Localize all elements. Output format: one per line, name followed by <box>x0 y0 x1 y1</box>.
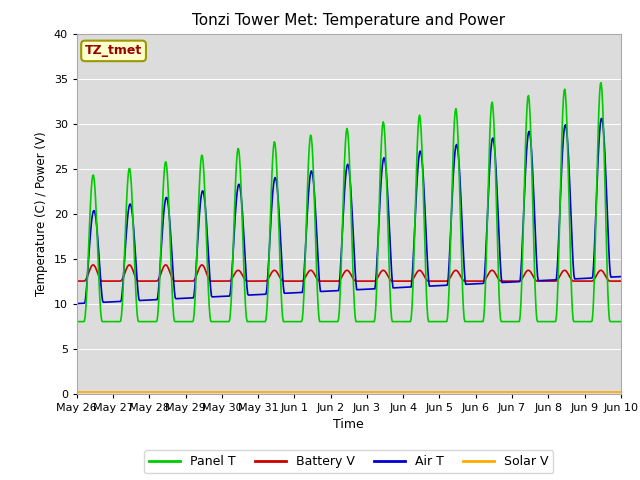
Battery V <box>617 278 625 284</box>
Battery V <box>223 278 231 284</box>
Air T <box>223 293 230 299</box>
Text: TZ_tmet: TZ_tmet <box>85 44 142 58</box>
Air T <box>431 283 438 288</box>
Solar V <box>73 389 81 395</box>
Y-axis label: Temperature (C) / Power (V): Temperature (C) / Power (V) <box>35 132 48 296</box>
Battery V <box>83 275 90 281</box>
X-axis label: Time: Time <box>333 418 364 431</box>
Air T <box>598 116 605 121</box>
Air T <box>139 298 147 303</box>
Battery V <box>431 278 439 284</box>
Panel T <box>415 116 422 121</box>
Solar V <box>194 389 202 395</box>
Title: Tonzi Tower Met: Temperature and Power: Tonzi Tower Met: Temperature and Power <box>192 13 506 28</box>
Battery V <box>198 262 205 268</box>
Solar V <box>223 389 230 395</box>
Panel T <box>223 319 230 324</box>
Line: Air T: Air T <box>77 119 621 303</box>
Air T <box>83 284 90 290</box>
Battery V <box>194 269 202 275</box>
Line: Battery V: Battery V <box>77 265 621 281</box>
Air T <box>415 155 422 161</box>
Panel T <box>431 319 438 324</box>
Battery V <box>416 267 424 273</box>
Air T <box>194 236 202 241</box>
Solar V <box>139 389 147 395</box>
Solar V <box>83 389 90 395</box>
Line: Panel T: Panel T <box>77 83 621 322</box>
Solar V <box>431 389 438 395</box>
Battery V <box>139 278 147 284</box>
Panel T <box>597 80 605 85</box>
Solar V <box>617 389 625 395</box>
Panel T <box>83 291 90 297</box>
Panel T <box>194 222 202 228</box>
Panel T <box>73 319 81 324</box>
Panel T <box>617 319 625 324</box>
Battery V <box>73 278 81 284</box>
Legend: Panel T, Battery V, Air T, Solar V: Panel T, Battery V, Air T, Solar V <box>144 450 554 473</box>
Panel T <box>139 319 147 324</box>
Solar V <box>415 389 422 395</box>
Air T <box>73 300 81 306</box>
Air T <box>617 274 625 279</box>
